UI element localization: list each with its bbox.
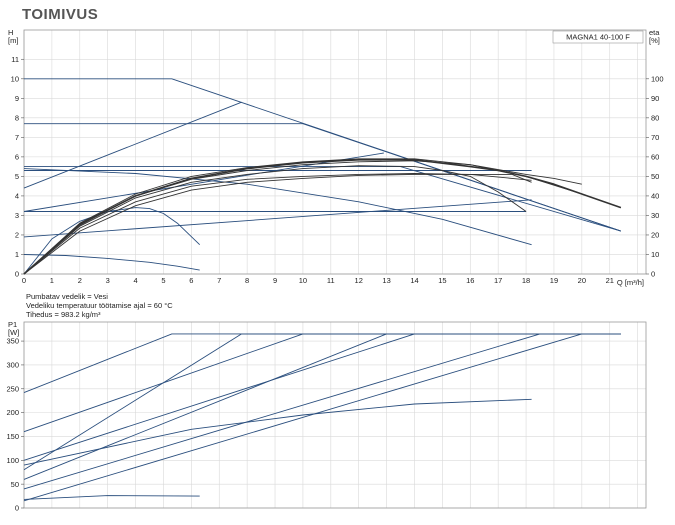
model-label: MAGNA1 40-100 F xyxy=(566,33,630,42)
y2-tick-label: 40 xyxy=(651,192,659,201)
y-tick-label: 5 xyxy=(15,172,19,181)
y2-tick-label: 0 xyxy=(651,270,655,279)
x-tick-label: 5 xyxy=(161,276,165,285)
y-tick-label: 4 xyxy=(15,192,19,201)
y-tick-label: 300 xyxy=(6,361,19,370)
y-axis-label: [W] xyxy=(8,328,19,337)
y-tick-label: 350 xyxy=(6,337,19,346)
y-tick-label: 2 xyxy=(15,231,19,240)
curve-line xyxy=(23,333,621,502)
y-tick-label: 1 xyxy=(15,250,19,259)
y-axis-label: P1 xyxy=(8,320,17,329)
curve-line xyxy=(23,398,532,466)
y2-tick-label: 60 xyxy=(651,152,659,161)
y-tick-label: 6 xyxy=(15,152,19,161)
y-axis-label: H xyxy=(8,28,13,37)
curve-line xyxy=(23,207,201,275)
y-tick-label: 7 xyxy=(15,133,19,142)
y2-tick-label: 80 xyxy=(651,113,659,122)
curve-line xyxy=(23,168,532,246)
plot-frame xyxy=(23,321,647,509)
x-tick-label: 9 xyxy=(273,276,277,285)
curve-line xyxy=(23,333,621,471)
y2-axis-label: [%] xyxy=(649,36,660,45)
fluid-note: Pumbatav vedelik = Vesi xyxy=(26,292,108,301)
x-tick-label: 2 xyxy=(78,276,82,285)
x-tick-label: 0 xyxy=(22,276,26,285)
curve-line xyxy=(24,123,622,232)
x-tick-label: 1 xyxy=(50,276,54,285)
x-tick-label: 6 xyxy=(189,276,193,285)
curve-line xyxy=(23,254,200,271)
curve-line xyxy=(23,101,242,189)
y-tick-label: 11 xyxy=(11,55,19,64)
model-label-box xyxy=(552,30,644,44)
temperature-note: Vedeliku temperatuur töötamise ajal = 60… xyxy=(26,301,173,310)
curve-line xyxy=(23,495,200,500)
curve-line xyxy=(23,333,621,461)
curve-line xyxy=(23,152,384,212)
x-tick-label: 14 xyxy=(410,276,418,285)
power-chart: 0 50 100 150 200 250 300 350 P1[W] xyxy=(6,320,647,513)
y-tick-label: 100 xyxy=(6,456,19,465)
x-tick-label: 12 xyxy=(355,276,363,285)
y2-tick-label: 70 xyxy=(651,133,659,142)
x-axis-label: Q [m³/h] xyxy=(617,278,644,287)
x-tick-label: 4 xyxy=(133,276,137,285)
y-tick-label: 8 xyxy=(15,113,19,122)
y-tick-label: 3 xyxy=(15,211,19,220)
plot-frame xyxy=(23,29,647,275)
x-tick-label: 19 xyxy=(550,276,558,285)
curve-line xyxy=(24,78,622,232)
x-tick-label: 3 xyxy=(106,276,110,285)
density-note: Tihedus = 983.2 kg/m³ xyxy=(26,310,101,319)
y-tick-label: 9 xyxy=(15,94,19,103)
x-tick-label: 11 xyxy=(327,276,335,285)
page-title: TOIMIVUS xyxy=(22,6,99,23)
curve-line xyxy=(23,159,622,275)
curve-line xyxy=(23,173,532,275)
y-axis-label: [m] xyxy=(8,36,18,45)
y2-tick-label: 90 xyxy=(651,94,659,103)
y2-tick-label: 10 xyxy=(651,250,659,259)
y-tick-label: 50 xyxy=(11,480,19,489)
x-tick-label: 16 xyxy=(466,276,474,285)
y2-tick-label: 20 xyxy=(651,231,659,240)
y-tick-label: 200 xyxy=(6,408,19,417)
x-tick-label: 15 xyxy=(438,276,446,285)
y-tick-label: 250 xyxy=(6,384,19,393)
x-tick-label: 13 xyxy=(382,276,390,285)
y2-tick-label: 50 xyxy=(651,172,659,181)
x-tick-label: 17 xyxy=(494,276,502,285)
curve-line xyxy=(23,165,527,275)
y-tick-label: 0 xyxy=(15,270,19,279)
curve-line xyxy=(23,333,621,480)
y-tick-label: 10 xyxy=(11,74,19,83)
y-tick-label: 150 xyxy=(6,432,19,441)
y2-tick-label: 30 xyxy=(651,211,659,220)
y-tick-label: 0 xyxy=(15,504,19,513)
x-tick-label: 7 xyxy=(217,276,221,285)
x-tick-label: 21 xyxy=(606,276,614,285)
curve-line xyxy=(23,199,532,238)
y2-tick-label: 100 xyxy=(651,74,664,83)
y2-axis-label: eta xyxy=(649,28,660,37)
curve-line xyxy=(23,173,532,275)
x-tick-label: 18 xyxy=(522,276,530,285)
x-tick-label: 20 xyxy=(578,276,586,285)
x-tick-label: 10 xyxy=(299,276,307,285)
x-tick-label: 8 xyxy=(245,276,249,285)
